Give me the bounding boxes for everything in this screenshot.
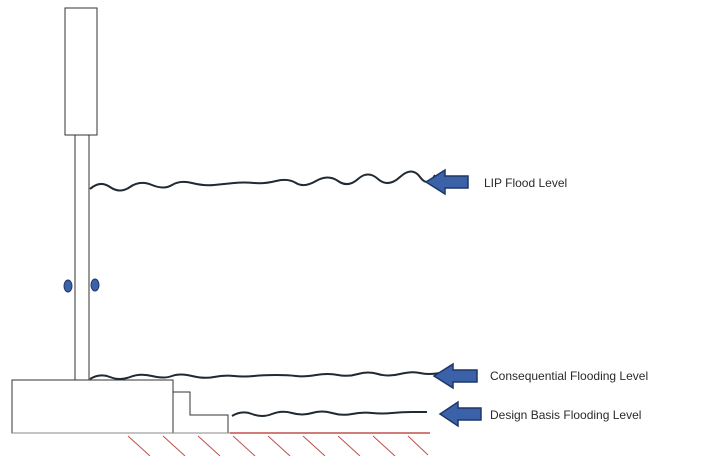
foundation <box>11 379 174 434</box>
design-basis-water-line <box>231 410 427 417</box>
level-label: LIP Flood Level <box>484 176 567 190</box>
bolt <box>90 278 100 292</box>
arrow <box>432 362 478 390</box>
steps <box>173 391 229 433</box>
arrow <box>424 168 469 196</box>
lip-water-line <box>89 170 436 192</box>
pole-shaft <box>74 134 90 381</box>
arrow <box>438 400 482 428</box>
consequential-water-line <box>89 371 441 380</box>
ground-hatch <box>127 435 429 456</box>
pole-head <box>64 7 98 136</box>
level-label: Design Basis Flooding Level <box>490 408 641 422</box>
bolt <box>63 279 73 293</box>
level-label: Consequential Flooding Level <box>490 369 648 383</box>
